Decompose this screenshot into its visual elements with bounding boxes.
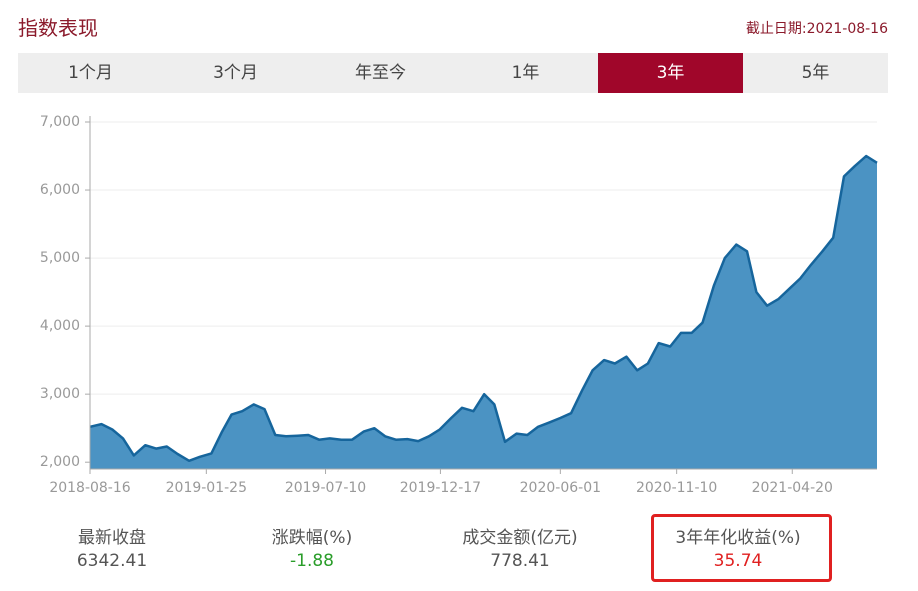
x-tick-label: 2020-06-01	[520, 480, 601, 496]
period-tab[interactable]: 3年	[598, 53, 743, 93]
stat-label: 最新收盘	[78, 528, 146, 548]
page-title: 指数表现	[18, 16, 98, 40]
period-tabs: 1个月 3个月 年至今 1年 3年 5年	[18, 53, 888, 93]
x-tick-label: 2019-12-17	[400, 480, 481, 496]
x-tick-label: 2020-11-10	[636, 480, 717, 496]
line	[89, 154, 878, 463]
y-tick-label: 6,000	[40, 182, 80, 198]
area	[90, 156, 877, 469]
highlight-box	[651, 514, 832, 582]
y-tick-label: 7,000	[40, 114, 80, 130]
x-tick-label: 2018-08-16	[49, 480, 130, 496]
x-tick-label: 2021-04-20	[752, 480, 833, 496]
period-tab[interactable]: 1年	[511, 63, 540, 83]
chart: 2,000 3,000 4,000 5,000 6,000 7,000 2018-08-16…	[40, 114, 878, 496]
y-tick-label: 2,000	[40, 454, 80, 470]
stat-label: 涨跌幅(%)	[271, 528, 353, 548]
stat-item: 成交金额(亿元) 778.41	[420, 523, 620, 571]
y-tick-label: 5,000	[40, 250, 80, 266]
period-tab[interactable]: 1个月	[68, 63, 113, 83]
stat-value: 778.41	[490, 551, 550, 571]
as-of-date: 截止日期:2021-08-16	[745, 21, 888, 37]
period-tab[interactable]: 3个月	[213, 63, 258, 83]
stat-value: 35.74	[713, 551, 763, 571]
x-tick-label: 2019-01-25	[166, 480, 247, 496]
stat-label: 3年年化收益(%)	[675, 528, 801, 548]
period-tab[interactable]: 5年	[801, 63, 830, 83]
period-tab[interactable]: 年至今	[355, 63, 406, 83]
stat-value: -1.88	[290, 551, 334, 571]
y-tick-label: 3,000	[40, 386, 80, 402]
stat-item: 最新收盘 6342.41	[12, 523, 212, 571]
stat-item: 涨跌幅(%) -1.88	[212, 523, 412, 571]
stat-item: 3年年化收益(%) 35.74	[638, 523, 838, 571]
y-tick-label: 4,000	[40, 318, 80, 334]
x-tick-label: 2019-07-10	[285, 480, 366, 496]
stat-value: 6342.41	[76, 551, 148, 571]
stat-label: 成交金额(亿元)	[462, 528, 578, 548]
